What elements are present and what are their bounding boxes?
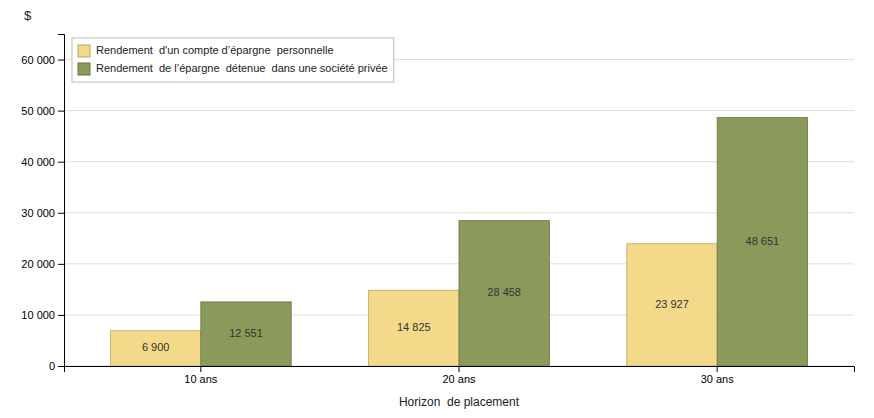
legend-item: Rendement de l’épargne détenue dans une … xyxy=(78,62,388,75)
series xyxy=(201,118,808,366)
data-label: 28 458 xyxy=(487,286,521,298)
legend-swatch xyxy=(78,45,90,57)
grid-line xyxy=(64,110,854,111)
bars xyxy=(110,118,807,366)
axis-line xyxy=(58,35,65,367)
bar xyxy=(201,302,291,366)
tick-label: 50 000 xyxy=(21,105,55,117)
x-axis: 10 ans 20 ans 30 ans xyxy=(65,366,855,385)
tick-mark xyxy=(200,366,201,372)
legend-label: Rendement de l’épargne détenue dans une … xyxy=(96,62,388,74)
tick-label: 10 000 xyxy=(21,309,55,321)
tick-label: 10 ans xyxy=(184,373,218,385)
legend-swatch xyxy=(78,63,90,75)
tick-mark xyxy=(58,60,64,61)
series xyxy=(110,244,717,366)
data-label: 14 825 xyxy=(397,321,431,333)
tick-label: 30 000 xyxy=(21,207,55,219)
axis-line xyxy=(65,367,855,373)
plot: 6 900 14 825 23 927 12 551 28 458 48 651 0 10 0… xyxy=(21,35,854,385)
bar xyxy=(717,118,807,366)
tick-mark xyxy=(58,162,64,163)
tick-label: 60 000 xyxy=(21,54,55,66)
legend-item: Rendement d'un compte d’épargne personne… xyxy=(78,44,334,57)
bar xyxy=(369,290,459,366)
bar xyxy=(627,244,717,366)
tick-label: 40 000 xyxy=(21,156,55,168)
tick-label: 20 ans xyxy=(442,373,476,385)
data-labels: 6 900 14 825 23 927 12 551 28 458 48 651 xyxy=(142,235,779,354)
tick-mark xyxy=(58,264,64,265)
legend-label: Rendement d'un compte d’épargne personne… xyxy=(96,44,334,56)
data-label: 12 551 xyxy=(229,327,263,339)
tick-mark xyxy=(459,366,460,372)
legend: Rendement d'un compte d’épargne personne… xyxy=(72,38,394,82)
tick-mark xyxy=(58,315,64,316)
tick-mark xyxy=(717,366,718,372)
data-label: 48 651 xyxy=(746,235,780,247)
bar xyxy=(110,331,200,366)
tick-label: 30 ans xyxy=(701,373,735,385)
tick: 10 000 xyxy=(21,309,64,321)
tick: 60 000 xyxy=(21,54,64,66)
tick: 20 ans xyxy=(442,366,476,385)
tick: 40 000 xyxy=(21,156,64,168)
data-label: 23 927 xyxy=(655,298,689,310)
bar xyxy=(459,221,549,366)
tick: 20 000 xyxy=(21,258,64,270)
chart: 6 900 14 825 23 927 12 551 28 458 48 651 0 10 0… xyxy=(0,0,874,418)
data-label: 6 900 xyxy=(142,341,170,353)
legend-box xyxy=(72,38,394,82)
tick-label: 0 xyxy=(49,360,55,372)
tick-mark xyxy=(58,111,64,112)
x-axis-title: Horizon de placement xyxy=(399,395,520,409)
tick-mark xyxy=(58,213,64,214)
tick: 50 000 xyxy=(21,105,64,117)
grid xyxy=(64,60,854,366)
tick: 10 ans xyxy=(184,366,218,385)
tick-label: 20 000 xyxy=(21,258,55,270)
y-axis: 0 10 000 20 000 30 000 40 000 50 000 60 000 xyxy=(21,35,64,373)
tick: 30 000 xyxy=(21,207,64,219)
tick: 0 xyxy=(49,360,64,372)
tick: 30 ans xyxy=(701,366,735,385)
y-axis-title: $ xyxy=(24,8,32,23)
tick-mark xyxy=(58,366,64,367)
